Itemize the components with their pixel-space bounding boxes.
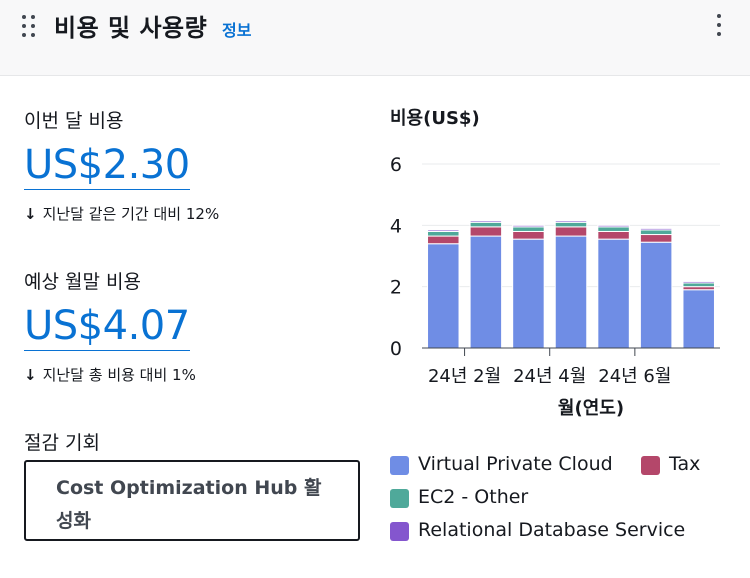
panel-header: 비용 및 사용량 정보 xyxy=(0,0,750,76)
y-tick-label: 6 xyxy=(390,154,402,176)
bar-segment xyxy=(554,235,588,349)
legend-swatch-tax xyxy=(641,456,660,475)
activate-cost-optimization-hub-button[interactable]: Cost Optimization Hub 활성화 xyxy=(24,460,360,541)
legend-swatch-rds xyxy=(390,522,409,541)
bar-segment xyxy=(427,235,460,245)
more-vertical-icon[interactable] xyxy=(714,14,724,40)
bar-segment xyxy=(639,227,673,231)
bar-segment xyxy=(682,289,715,349)
bar-segment xyxy=(597,238,630,349)
y-tick-label: 2 xyxy=(390,277,402,299)
x-tick-label: 24년 4월 xyxy=(513,366,586,387)
bar-segment xyxy=(469,235,503,349)
bar-segment xyxy=(512,224,545,228)
y-tick-label: 0 xyxy=(390,338,402,360)
drag-handle-icon[interactable] xyxy=(22,15,38,39)
forecast-cost-link[interactable]: US$4.07 xyxy=(24,303,190,351)
bar-segment xyxy=(597,230,630,240)
legend-label-ec2-other: EC2 - Other xyxy=(418,486,529,508)
this-month-comparison: ↓ 지난달 같은 기간 대비 12% xyxy=(24,203,219,224)
bar-segment xyxy=(469,221,503,228)
bar-segment xyxy=(512,238,545,349)
arrow-down-icon: ↓ xyxy=(24,366,37,384)
forecast-comparison: ↓ 지난달 총 비용 대비 1% xyxy=(24,364,196,385)
bar-segment xyxy=(554,226,588,237)
forecast-comparison-text: 지난달 총 비용 대비 1% xyxy=(42,366,196,384)
bar-segment xyxy=(597,224,630,228)
bar-segment xyxy=(554,221,588,228)
legend-swatch-ec2-other xyxy=(390,489,409,508)
legend-label-tax: Tax xyxy=(669,453,701,475)
bar-segment xyxy=(427,243,460,349)
this-month-label: 이번 달 비용 xyxy=(24,110,124,132)
bar-segment xyxy=(427,229,460,232)
savings-label: 절감 기회 xyxy=(24,432,100,454)
legend-label-rds: Relational Database Service xyxy=(418,519,686,541)
arrow-down-icon: ↓ xyxy=(24,205,37,223)
cost-bar-chart: 0 2 4 6 24년 2월 24년 4월 24년 6월월(연도) xyxy=(390,154,720,419)
bar-segment xyxy=(427,230,460,237)
legend-swatch-vpc xyxy=(390,456,409,475)
bar-segment xyxy=(512,230,545,240)
bar-segment xyxy=(639,229,673,236)
x-axis-title: 월(연도) xyxy=(558,398,624,419)
bar-segment xyxy=(512,226,545,232)
x-tick-label: 24년 2월 xyxy=(428,366,501,387)
bar-segment xyxy=(682,280,715,284)
activate-button-label: Cost Optimization Hub 활성화 xyxy=(56,477,322,532)
bar-segment xyxy=(682,282,715,288)
info-link[interactable]: 정보 xyxy=(222,21,252,40)
this-month-cost-link[interactable]: US$2.30 xyxy=(24,142,190,190)
bar-segment xyxy=(639,241,673,349)
bar-segment xyxy=(554,220,588,223)
forecast-label: 예상 월말 비용 xyxy=(24,271,141,293)
bar-segment xyxy=(639,234,673,243)
bar-segment xyxy=(597,226,630,232)
bar-segment xyxy=(469,220,503,223)
x-tick-label: 24년 6월 xyxy=(598,366,671,387)
this-month-comparison-text: 지난달 같은 기간 대비 12% xyxy=(42,205,220,223)
legend-label-vpc: Virtual Private Cloud xyxy=(418,453,613,475)
chart-title: 비용(US$) xyxy=(390,108,480,129)
bar-segment xyxy=(469,226,503,237)
panel-title: 비용 및 사용량 xyxy=(54,14,208,42)
y-tick-label: 4 xyxy=(390,215,402,237)
